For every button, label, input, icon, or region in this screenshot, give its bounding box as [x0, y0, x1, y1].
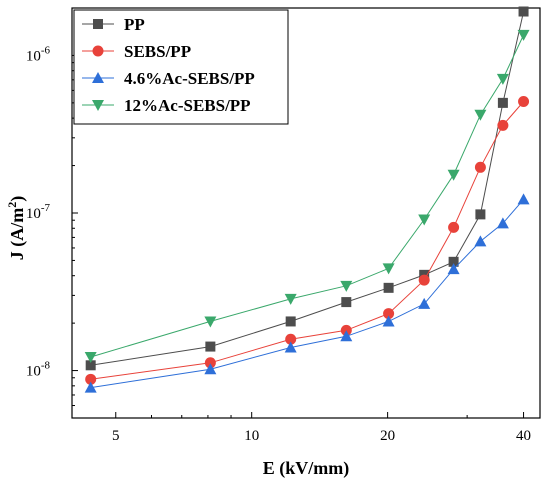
data-point-2-5 [418, 297, 431, 309]
series-1 [85, 96, 530, 385]
data-point-2-9 [517, 193, 530, 205]
y-axis-title-main: J (A/m [7, 208, 28, 261]
series-layer [84, 6, 530, 393]
axes-layer: 5 10 20 40 10-8 10-7 10-6 [26, 44, 531, 444]
legend-marker-3 [92, 100, 104, 111]
legend-label-0: PP [124, 15, 145, 34]
data-point-0-8 [497, 97, 508, 108]
y-tick-label-1: 10-7 [26, 202, 51, 222]
legend-item-0: PP [82, 15, 145, 34]
x-tick-label-0: 5 [112, 428, 120, 444]
data-point-1-1 [204, 357, 216, 369]
y-axis-title-sup: 2 [5, 202, 19, 208]
legend: PP SEBS/PP 4.6%Ac-SEBS/PP 12%Ac-SEBS/PP [73, 9, 289, 125]
data-point-2-7 [474, 235, 487, 247]
data-point-3-5 [418, 214, 431, 226]
data-point-0-2 [285, 316, 296, 327]
series-line-2 [90, 199, 524, 389]
legend-marker-0 [93, 19, 103, 29]
x-tick-label-3: 40 [516, 428, 531, 444]
series-2 [84, 193, 530, 393]
data-point-2-8 [496, 217, 509, 229]
series-line-0 [90, 11, 525, 366]
data-point-1-6 [448, 221, 460, 233]
data-point-2-6 [447, 263, 460, 275]
series-line-1 [90, 101, 524, 380]
data-point-0-0 [85, 360, 96, 371]
data-point-1-8 [497, 119, 509, 131]
data-point-3-1 [204, 316, 217, 328]
series-3 [84, 29, 530, 363]
y-axis-title: J (A/m2) [5, 196, 28, 261]
legend-item-3: 12%Ac-SEBS/PP [82, 96, 251, 115]
data-point-1-7 [474, 161, 486, 173]
data-point-2-0 [84, 381, 97, 393]
data-point-0-6 [448, 256, 459, 267]
data-point-1-5 [418, 274, 430, 286]
legend-marker-2 [92, 72, 104, 83]
legend-marker-1 [92, 45, 104, 57]
data-point-2-4 [382, 315, 395, 327]
x-tick-label-1: 10 [244, 428, 259, 444]
data-point-3-0 [84, 351, 97, 363]
x-tick-label-2: 20 [380, 428, 395, 444]
data-point-3-9 [517, 29, 530, 41]
y-tick-label-2: 10-6 [26, 44, 51, 64]
series-line-3 [90, 34, 525, 358]
data-point-0-4 [383, 282, 394, 293]
data-point-0-7 [475, 209, 486, 220]
x-axis-title: E (kV/mm) [263, 458, 350, 479]
data-point-0-1 [205, 341, 216, 352]
data-point-1-9 [518, 96, 530, 108]
data-point-3-7 [474, 109, 487, 121]
data-point-1-0 [85, 373, 97, 385]
data-point-2-1 [204, 363, 217, 375]
data-point-0-3 [341, 297, 352, 308]
data-point-0-9 [518, 6, 529, 17]
data-point-3-3 [340, 280, 353, 292]
data-point-3-6 [447, 169, 460, 181]
data-point-1-2 [285, 333, 297, 345]
y-tick-label-0: 10-8 [26, 360, 51, 380]
data-point-3-2 [284, 293, 297, 305]
legend-item-2: 4.6%Ac-SEBS/PP [82, 69, 255, 88]
y-axis-title-end: ) [7, 196, 28, 202]
data-point-2-2 [284, 341, 297, 353]
legend-label-2: 4.6%Ac-SEBS/PP [124, 69, 255, 88]
data-point-2-3 [340, 330, 353, 342]
data-point-3-8 [496, 73, 509, 85]
legend-item-1: SEBS/PP [82, 42, 191, 61]
legend-label-1: SEBS/PP [124, 42, 191, 61]
data-point-1-4 [383, 308, 395, 320]
legend-label-3: 12%Ac-SEBS/PP [124, 96, 251, 115]
data-point-3-4 [382, 263, 395, 275]
